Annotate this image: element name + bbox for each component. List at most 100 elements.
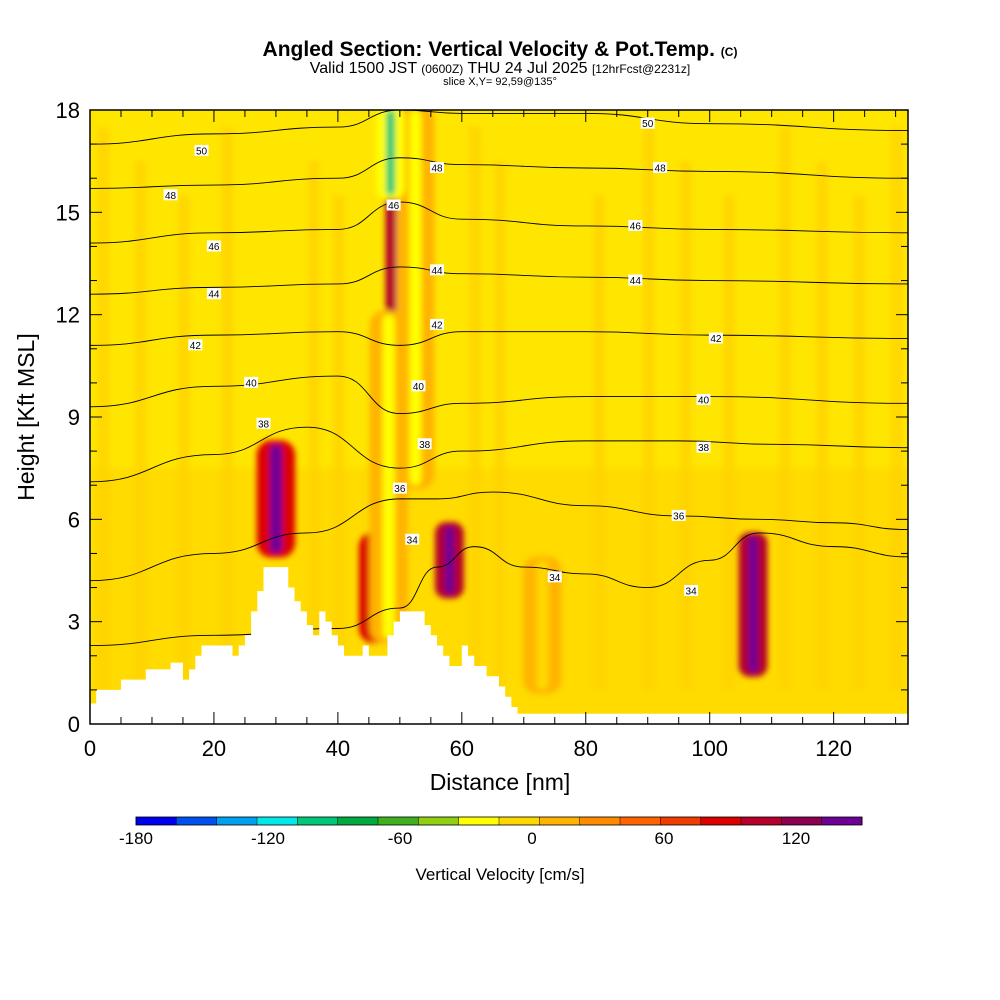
colorbar-swatch [499, 817, 540, 825]
contour-label-text: 40 [246, 378, 258, 389]
colorbar-swatch [257, 817, 298, 825]
contour-label-text: 34 [549, 573, 561, 584]
contour-label-text: 46 [630, 221, 642, 232]
colorbar-swatch [781, 817, 823, 825]
x-tick-label: 0 [84, 736, 96, 761]
contour-label: 42 [430, 318, 445, 331]
contour-label: 50 [194, 144, 209, 157]
contour-label-bg [417, 438, 432, 450]
subtitle-forecast: [12hrFcst@2231z] [591, 62, 691, 76]
contour-label-text: 48 [655, 163, 667, 174]
contour-label-text: 50 [642, 119, 654, 130]
colorbar-swatch [620, 817, 661, 825]
subtitle-zulu: (0600Z) [421, 62, 464, 76]
contour-label-bg [684, 584, 699, 596]
theta-contour-46 [90, 201, 908, 244]
contour-label-text: 48 [165, 191, 177, 202]
contour-label-text: 44 [208, 290, 220, 301]
contour-label: 40 [411, 380, 426, 393]
contour-label-bg [194, 144, 209, 156]
chart-subtitle: Valid 1500 JST (0600Z) THU 24 Jul 2025 [… [0, 60, 1000, 78]
colorbar-tick-label: -60 [388, 829, 413, 848]
colorbar-swatch [458, 817, 500, 825]
contour-label-text: 38 [698, 443, 710, 454]
contour-label-text: 44 [630, 276, 642, 287]
theta-contour-50 [90, 110, 908, 145]
y-axis-label: Height [Kft MSL] [13, 333, 39, 500]
contour-label-bg [392, 482, 407, 494]
contour-label-bg [628, 219, 643, 231]
contour-label: 46 [628, 219, 643, 232]
contour-label-text: 34 [407, 535, 419, 546]
contour-label-bg [386, 199, 401, 211]
velocity-cell [409, 110, 422, 486]
contour-label-bg [430, 161, 445, 173]
contour-label-bg [430, 264, 445, 276]
y-tick-label: 6 [68, 507, 80, 532]
contour-label-text: 44 [431, 266, 443, 277]
x-tick-label: 40 [326, 736, 350, 761]
colorbar-swatch [136, 817, 177, 825]
theta-contour-48 [90, 157, 908, 189]
contour-label-text: 50 [196, 146, 208, 157]
x-tick-label: 60 [450, 736, 474, 761]
contour-label-text: 48 [431, 163, 443, 174]
contour-label-text: 46 [208, 242, 220, 253]
contour-label-text: 34 [686, 586, 698, 597]
y-tick-label: 3 [68, 610, 80, 635]
contour-label-bg [547, 571, 562, 583]
x-tick-label: 120 [815, 736, 852, 761]
contour-label-text: 38 [258, 419, 270, 430]
colorbar-label: Vertical Velocity [cm/s] [415, 865, 584, 884]
contour-label: 48 [163, 189, 178, 202]
theta-contour-38 [90, 426, 908, 483]
terrain [90, 567, 908, 724]
colorbar-swatch [741, 817, 782, 825]
colorbar-swatch [821, 817, 863, 825]
contour-label-bg [163, 189, 178, 201]
contour-label-text: 36 [394, 484, 406, 495]
colorbar-swatch [660, 817, 702, 825]
contour-label-bg [405, 533, 420, 545]
contour-label-bg [411, 380, 426, 392]
contour-label-bg [696, 393, 711, 405]
contour-label: 48 [430, 161, 445, 174]
colorbar-tick-label: -180 [119, 829, 153, 848]
contour-label-text: 42 [431, 320, 443, 331]
velocity-cell [536, 560, 549, 690]
subtitle-date: THU 24 Jul 2025 [467, 60, 588, 77]
contour-label: 42 [708, 332, 723, 345]
contour-label: 38 [696, 441, 711, 454]
x-axis-label: Distance [nm] [430, 769, 571, 795]
contour-label-bg [696, 441, 711, 453]
contour-label-bg [206, 288, 221, 300]
contour-label: 44 [206, 288, 221, 301]
chart-title: Angled Section: Vertical Velocity & Pot.… [0, 38, 1000, 62]
contour-label: 42 [188, 339, 203, 352]
velocity-cell [269, 444, 282, 554]
chart-title-mark: (C) [720, 45, 738, 59]
contour-label-text: 38 [419, 440, 431, 451]
contour-label-bg [628, 274, 643, 286]
contour-label: 50 [640, 117, 655, 130]
contour-label-bg [430, 318, 445, 330]
contour-label-bg [708, 332, 723, 344]
colorbar-swatch [418, 817, 460, 825]
y-tick-label: 18 [56, 98, 80, 123]
contour-label-text: 46 [388, 201, 400, 212]
colorbar-swatch [176, 817, 218, 825]
colorbar-swatch [579, 817, 621, 825]
colorbar-swatch [337, 817, 379, 825]
velocity-cell [444, 526, 454, 595]
contour-label-bg [256, 417, 271, 429]
theta-contour-44 [90, 266, 908, 295]
contour-label-text: 40 [413, 382, 425, 393]
chart-title-text: Angled Section: Vertical Velocity & Pot.… [262, 38, 715, 61]
contour-label-text: 42 [190, 341, 202, 352]
slice-info: slice X,Y= 92,59@135° [443, 76, 557, 88]
colorbar-swatch [216, 817, 258, 825]
colorbar-frame [135, 816, 863, 826]
contour-label: 46 [206, 240, 221, 253]
velocity-cell [386, 110, 396, 196]
velocity-cell [748, 536, 758, 673]
